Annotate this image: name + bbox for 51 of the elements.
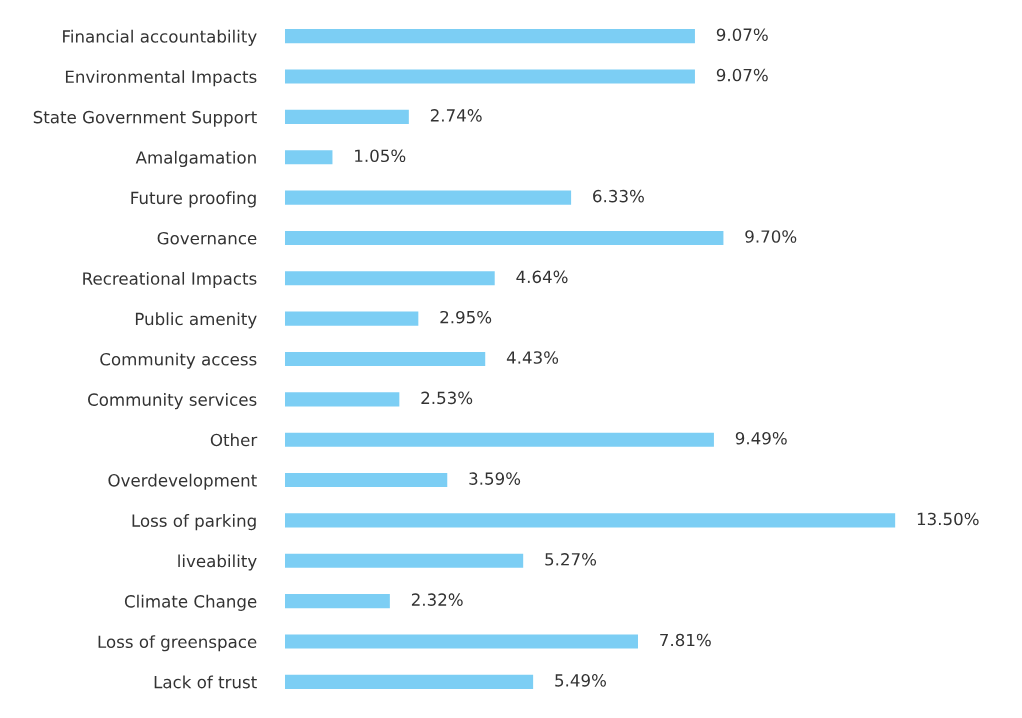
bar — [285, 634, 638, 649]
y-tick-label: Governance — [157, 231, 257, 245]
y-tick-label: Amalgamation — [135, 150, 256, 168]
bar — [285, 351, 486, 367]
y-tick-label: Overdevelopment — [108, 473, 257, 490]
y-tick-label: Recreational Impacts — [83, 271, 257, 289]
bar — [285, 29, 695, 44]
data-label: 9.07% — [716, 68, 768, 82]
bar — [285, 674, 534, 689]
data-label: 7.81% — [660, 633, 711, 647]
bar — [285, 432, 714, 447]
data-label: 2.32% — [411, 593, 463, 606]
y-tick-label: Loss of greenspace — [98, 635, 257, 652]
y-tick-label: Public amenity — [135, 312, 257, 329]
y-tick-label: Environmental Impacts — [65, 70, 257, 87]
y-tick-label: Financial accountability — [63, 29, 257, 46]
data-label: 9.07% — [716, 28, 768, 42]
data-label: 5.27% — [545, 552, 597, 566]
data-label: 3.59% — [469, 472, 521, 485]
data-label: 6.33% — [593, 189, 644, 203]
data-label: 4.64% — [516, 270, 568, 284]
bar — [285, 271, 495, 286]
bar — [285, 230, 724, 245]
bar — [285, 473, 448, 488]
bar — [285, 392, 400, 407]
bar — [285, 69, 695, 84]
bar — [285, 553, 524, 568]
bar — [285, 150, 333, 165]
bar — [285, 594, 390, 609]
y-tick-label: Future proofing — [131, 191, 256, 208]
y-tick-label: liveability — [178, 554, 257, 571]
data-label: 9.70% — [745, 230, 797, 243]
bar — [285, 190, 572, 205]
bar — [285, 109, 409, 124]
y-tick-label: State Government Support — [33, 110, 257, 127]
bar — [285, 311, 419, 326]
data-label: 2.74% — [430, 109, 482, 122]
y-tick-label: Community services — [88, 393, 257, 410]
data-label: 9.49% — [735, 431, 787, 445]
data-label: 2.53% — [421, 391, 473, 405]
y-tick-label: Loss of parking — [132, 514, 256, 531]
data-label: 13.50% — [917, 512, 979, 526]
data-label: 2.95% — [440, 310, 492, 324]
bar — [285, 513, 896, 528]
data-label: 4.43% — [506, 351, 559, 364]
y-tick-label: Lack of trust — [154, 675, 257, 689]
data-label: 5.49% — [555, 674, 606, 687]
y-tick-label: Climate Change — [124, 594, 257, 611]
y-tick-label: Other — [210, 433, 258, 447]
data-label: 1.05% — [355, 149, 406, 163]
y-tick-label: Community access — [100, 352, 257, 369]
